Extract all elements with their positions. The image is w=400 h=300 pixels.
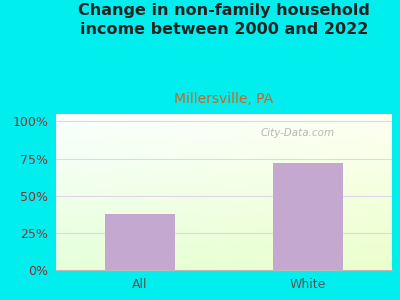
- Text: City-Data.com: City-Data.com: [261, 128, 335, 138]
- Bar: [273, 163, 343, 270]
- Bar: [105, 214, 175, 270]
- Text: Change in non-family household
income between 2000 and 2022: Change in non-family household income be…: [78, 3, 370, 37]
- Text: Millersville, PA: Millersville, PA: [174, 92, 274, 106]
